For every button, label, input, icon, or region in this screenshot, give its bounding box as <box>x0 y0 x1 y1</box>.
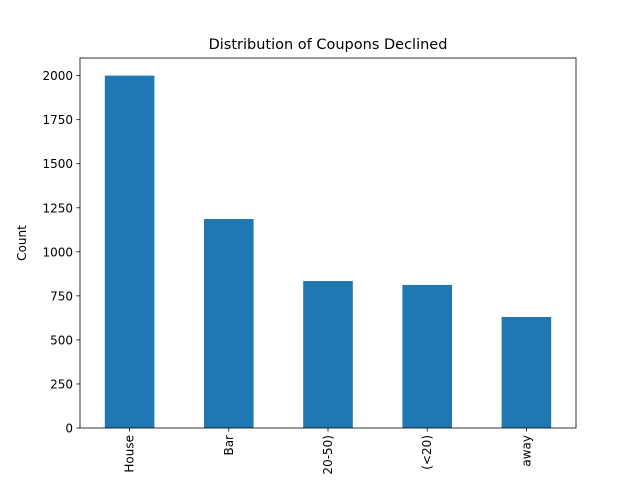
y-tick-label-8: 2000 <box>42 69 73 83</box>
plot-frame <box>79 57 577 429</box>
bar-1 <box>204 219 254 428</box>
bar-4 <box>501 317 552 428</box>
y-tick-label-0: 0 <box>65 422 73 436</box>
bar-2 <box>303 281 353 428</box>
x-tick-label-3: (<20) <box>420 435 434 470</box>
x-axis-ticks: House Bar 20-50) (<20) away <box>123 428 533 475</box>
bar-0 <box>104 75 155 428</box>
x-tick-label-1: Bar <box>222 435 236 456</box>
y-axis-label: Count <box>15 225 29 261</box>
bars-group <box>104 75 552 428</box>
x-tick-label-4: away <box>519 435 533 467</box>
bar-3 <box>402 284 452 428</box>
y-tick-label-7: 1750 <box>42 113 73 127</box>
y-tick-label-6: 1500 <box>42 157 73 171</box>
y-tick-label-2: 500 <box>50 333 73 347</box>
y-tick-label-1: 250 <box>50 377 73 391</box>
y-tick-label-4: 1000 <box>42 245 73 259</box>
x-tick-label-2: 20-50) <box>321 435 335 475</box>
y-tick-label-3: 750 <box>50 289 73 303</box>
y-tick-label-5: 1250 <box>42 201 73 215</box>
y-axis-ticks: 0 250 500 750 1000 1250 1500 1750 2000 <box>42 69 80 436</box>
chart-title: Distribution of Coupons Declined <box>209 37 448 53</box>
x-tick-label-0: House <box>123 435 137 473</box>
